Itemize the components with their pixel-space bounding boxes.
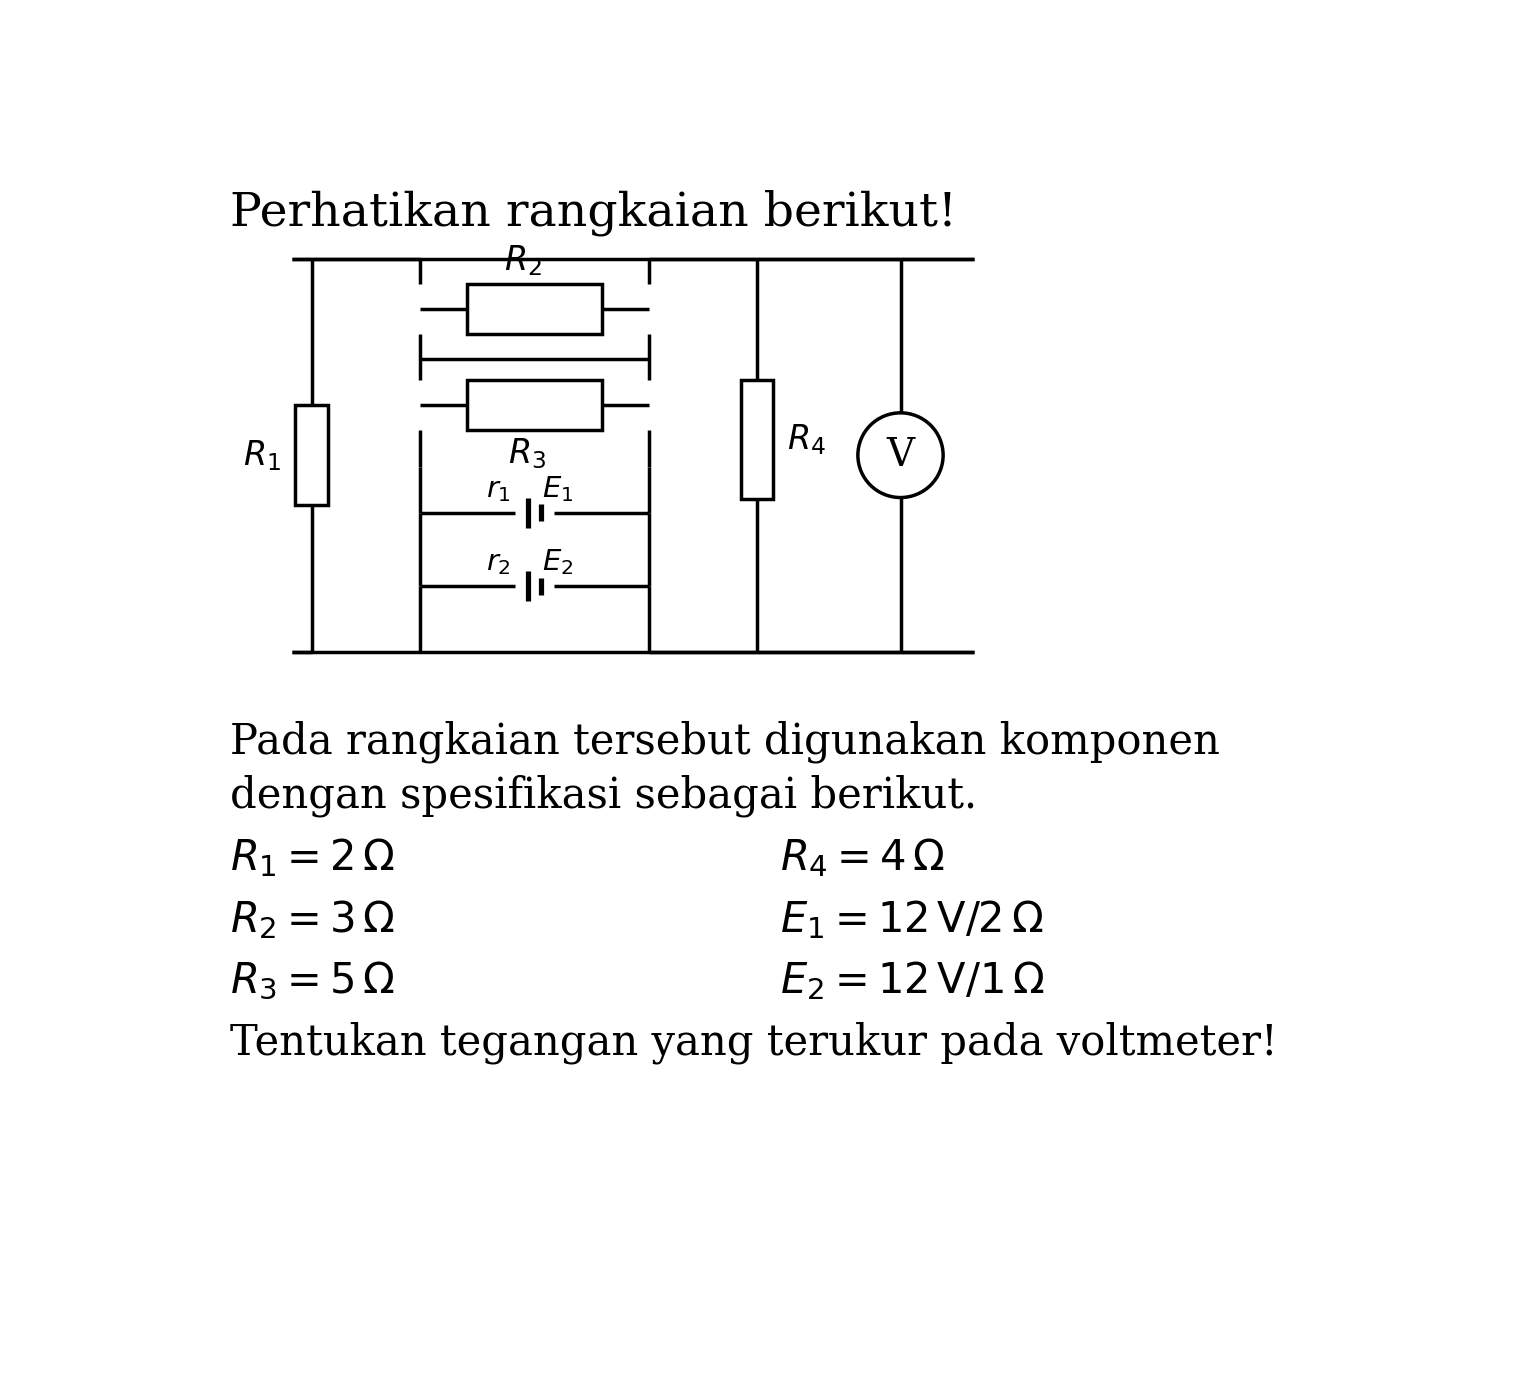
Text: $R_2$: $R_2$ [504,243,542,277]
Circle shape [857,413,943,498]
Text: $r_2$: $r_2$ [487,549,511,577]
Bar [295,405,328,505]
Text: $R_3$: $R_3$ [508,437,545,472]
Text: $E_1 = 12\,\mathrm{V}/2\,\Omega$: $E_1 = 12\,\mathrm{V}/2\,\Omega$ [781,897,1044,940]
Text: $R_3 = 5\,\Omega$: $R_3 = 5\,\Omega$ [230,960,395,1001]
Text: $E_2$: $E_2$ [542,546,573,577]
Text: $E_1$: $E_1$ [542,474,574,503]
Text: $R_4 = 4\,\Omega$: $R_4 = 4\,\Omega$ [781,836,946,879]
Bar [467,284,602,334]
Text: Pada rangkaian tersebut digunakan komponen: Pada rangkaian tersebut digunakan kompon… [230,721,1220,763]
Bar [467,380,602,430]
Text: $R_1$: $R_1$ [243,438,282,473]
Bar [741,380,773,499]
Text: Tentukan tegangan yang terukur pada voltmeter!: Tentukan tegangan yang terukur pada volt… [230,1021,1278,1064]
Text: $R_1 = 2\,\Omega$: $R_1 = 2\,\Omega$ [230,836,395,879]
Text: Perhatikan rangkaian berikut!: Perhatikan rangkaian berikut! [230,190,957,236]
Text: $R_4$: $R_4$ [787,423,827,458]
Text: V: V [886,437,914,474]
Text: $r_1$: $r_1$ [485,476,511,503]
Text: $E_2 = 12\,\mathrm{V}/1\,\Omega$: $E_2 = 12\,\mathrm{V}/1\,\Omega$ [781,960,1046,1003]
Text: dengan spesifikasi sebagai berikut.: dengan spesifikasi sebagai berikut. [230,775,977,817]
Text: $R_2 = 3\,\Omega$: $R_2 = 3\,\Omega$ [230,897,395,940]
